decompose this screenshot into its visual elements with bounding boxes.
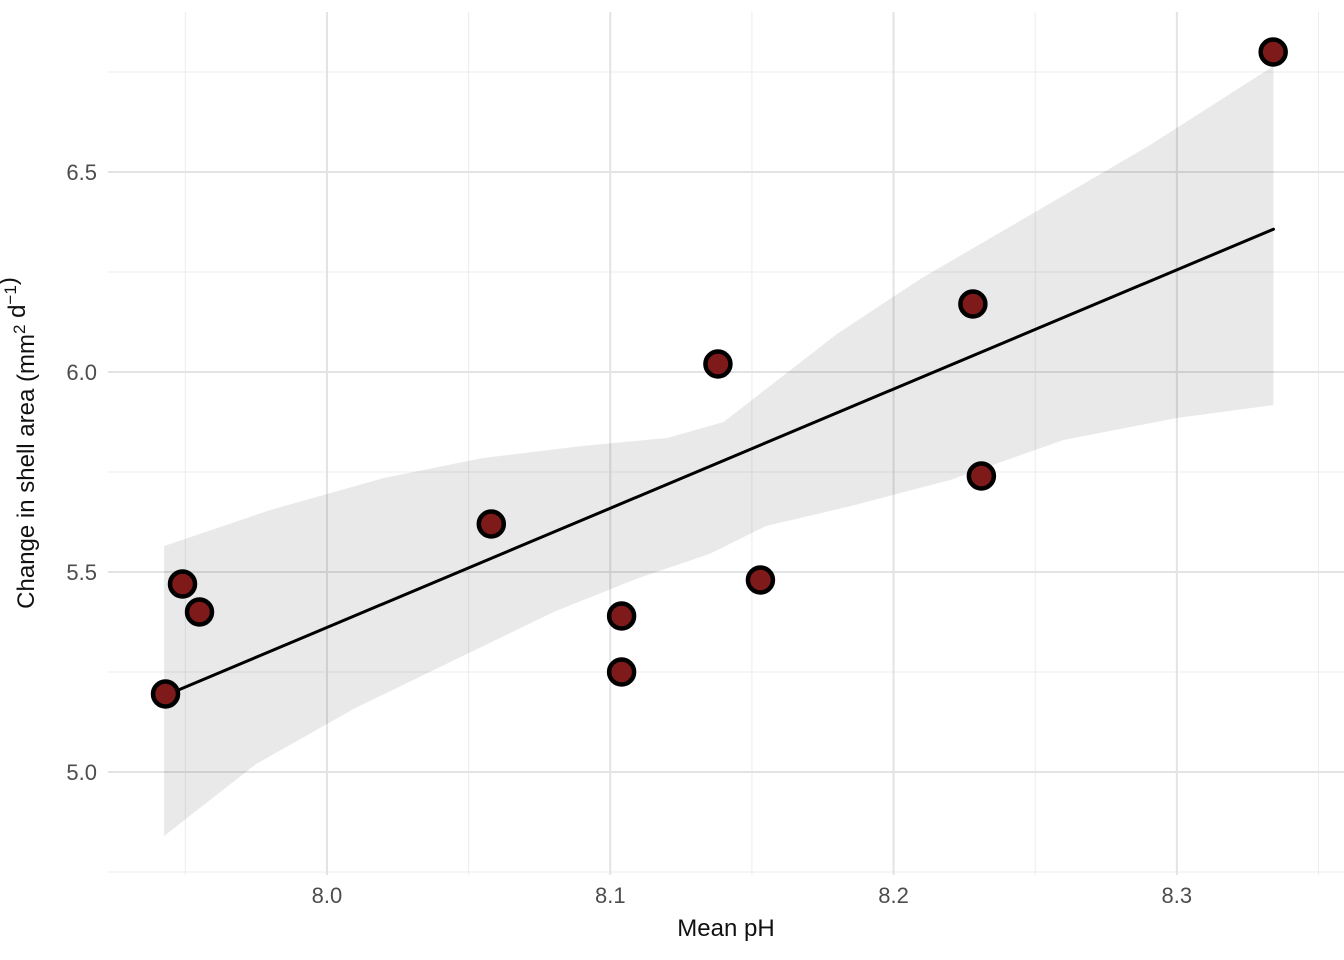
confidence-band bbox=[164, 66, 1274, 836]
y-tick-label: 6.0 bbox=[66, 360, 97, 385]
data-point bbox=[745, 565, 776, 595]
data-point bbox=[958, 289, 988, 319]
y-tick-label: 5.5 bbox=[66, 560, 97, 585]
data-point bbox=[476, 509, 507, 539]
data-point bbox=[1258, 37, 1288, 67]
data-point bbox=[606, 657, 637, 687]
data-points bbox=[150, 37, 1288, 709]
regression-line bbox=[162, 227, 1275, 698]
x-axis-tick-labels: 8.0 8.1 8.2 8.3 bbox=[312, 883, 1192, 908]
x-tick-label: 8.0 bbox=[312, 883, 343, 908]
data-point bbox=[606, 601, 637, 631]
data-point bbox=[966, 461, 997, 491]
x-tick-label: 8.1 bbox=[595, 883, 626, 908]
y-axis-title: Change in shell area (mm2 d−1) bbox=[0, 277, 40, 609]
data-point bbox=[184, 597, 215, 627]
data-point bbox=[703, 349, 733, 379]
x-axis-title: Mean pH bbox=[677, 915, 774, 942]
minor-gridlines bbox=[108, 12, 1344, 875]
y-tick-label: 6.5 bbox=[66, 160, 97, 185]
data-point bbox=[150, 679, 181, 709]
y-axis-tick-labels: 5.0 5.5 6.0 6.5 bbox=[66, 160, 97, 785]
y-tick-label: 5.0 bbox=[66, 760, 97, 785]
x-tick-label: 8.3 bbox=[1162, 883, 1193, 908]
data-point bbox=[167, 569, 198, 599]
x-tick-label: 8.2 bbox=[878, 883, 909, 908]
